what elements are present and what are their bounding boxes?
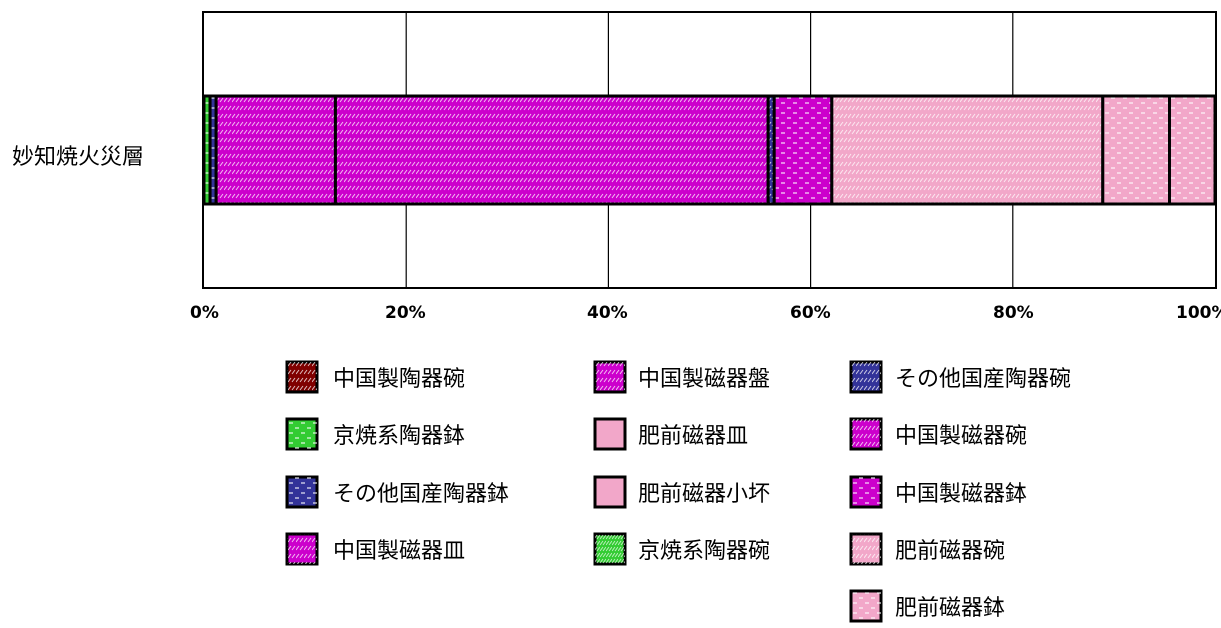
legend-item: 肥前磁器鉢 [849, 589, 1005, 623]
legend-item: その他国産陶器鉢 [285, 475, 509, 509]
bar-segment-texture [216, 96, 336, 204]
bar-segment-texture [1102, 96, 1170, 204]
legend-item: 京焼系陶器碗 [593, 532, 770, 566]
bar-segment-border [1168, 94, 1217, 206]
bar-segment-texture [210, 96, 217, 204]
legend-label: 京焼系陶器碗 [638, 539, 770, 564]
x-tick-label: 80% [993, 303, 1034, 323]
legend-label: 肥前磁器碗 [895, 539, 1005, 564]
legend-item: 中国製磁器皿 [285, 532, 465, 566]
bar-segment-texture [831, 96, 1103, 204]
legend-item: 肥前磁器碗 [849, 532, 1005, 566]
x-tick-label: 40% [587, 303, 628, 323]
bar-segment-texture [204, 96, 211, 204]
legend-label: 肥前磁器鉢 [895, 596, 1005, 621]
legend-label: 中国製磁器皿 [333, 539, 465, 564]
legend-item: 肥前磁器小坏 [593, 475, 770, 509]
legend-label: 中国製磁器碗 [895, 424, 1027, 449]
legend-label: 肥前磁器皿 [638, 424, 748, 449]
legend-label: その他国産陶器碗 [895, 367, 1071, 392]
legend-label: 中国製磁器鉢 [895, 482, 1027, 507]
x-tick-label: 100% [1176, 303, 1221, 323]
bar-segment-texture [774, 96, 832, 204]
legend-label: 中国製陶器碗 [333, 367, 465, 392]
legend-item: その他国産陶器碗 [849, 360, 1071, 394]
bar-segment-texture [768, 96, 775, 204]
legend-label: その他国産陶器鉢 [333, 482, 509, 507]
x-tick-label: 60% [790, 303, 831, 323]
legend-label: 京焼系陶器鉢 [333, 424, 465, 449]
x-tick-label: 20% [385, 303, 426, 323]
legend-item: 中国製磁器鉢 [849, 475, 1027, 509]
bar-segment-texture [1169, 96, 1215, 204]
legend: 中国製陶器碗 京焼系陶器鉢 その他国産陶器鉢 中国製磁器皿 中国製磁器盤 肥前磁… [285, 360, 1071, 623]
legend-item: 京焼系陶器鉢 [285, 417, 465, 451]
legend-label: 中国製磁器盤 [638, 367, 770, 392]
bar-segment-texture [335, 96, 769, 204]
legend-item: 中国製磁器盤 [593, 360, 770, 394]
legend-item: 中国製陶器碗 [285, 360, 465, 394]
x-tick-label: 0% [190, 303, 219, 323]
legend-label: 肥前磁器小坏 [638, 482, 770, 507]
bar-group [202, 94, 1217, 206]
category-label: 妙知焼火災層 [12, 145, 144, 170]
legend-item: 中国製磁器碗 [849, 417, 1027, 451]
x-axis-ticks: 0% 20% 40% 60% 80% 100% [190, 303, 1221, 323]
legend-item: 肥前磁器皿 [593, 417, 748, 451]
